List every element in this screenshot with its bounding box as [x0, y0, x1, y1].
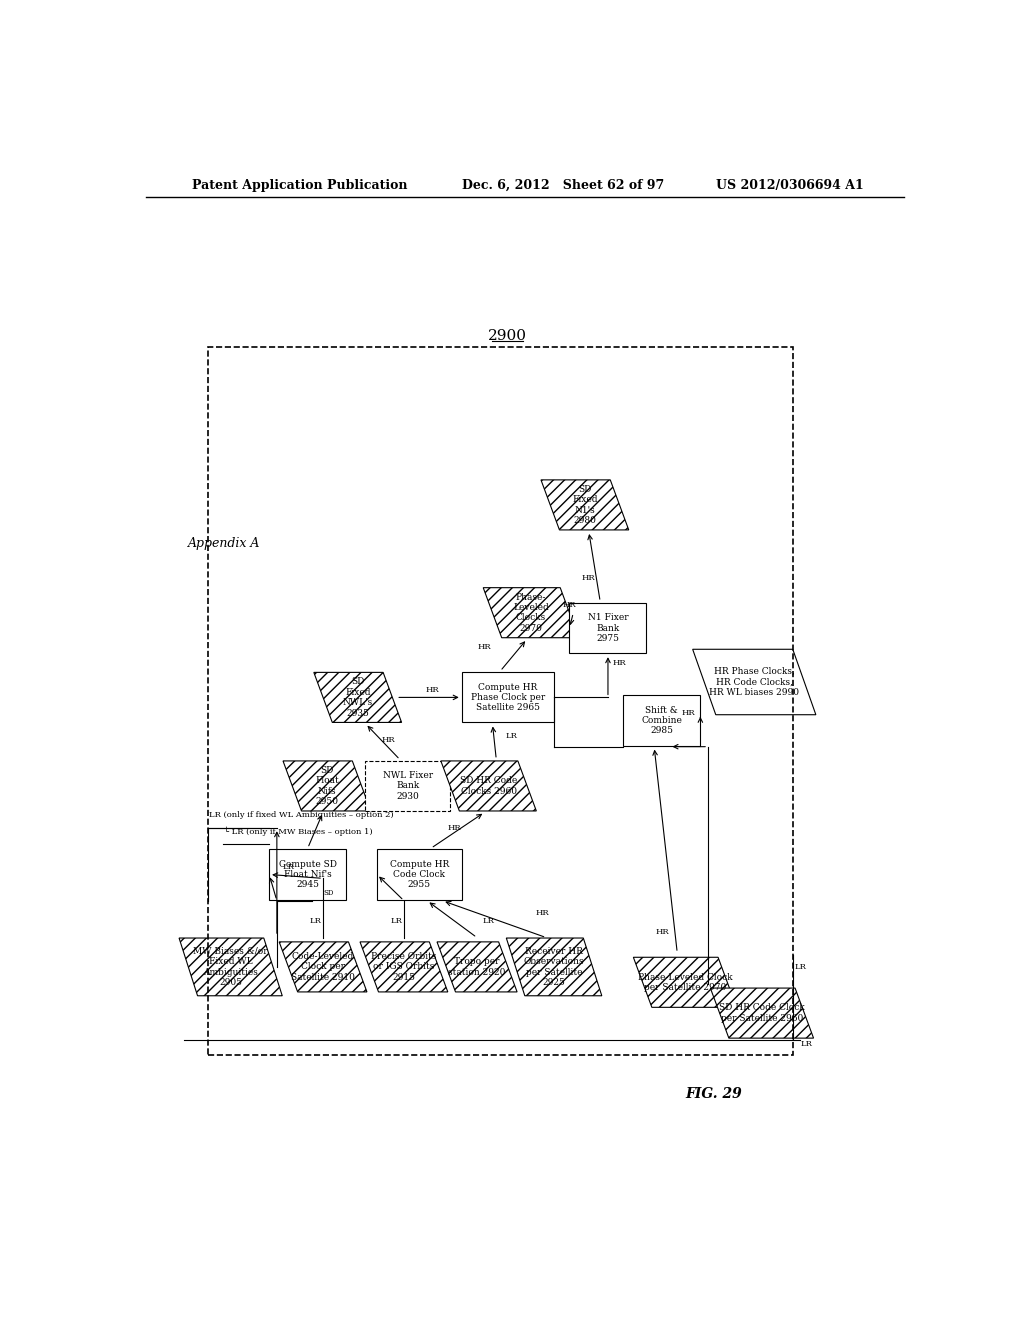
- Text: └ LR (only if MW Biases – option 1): └ LR (only if MW Biases – option 1): [224, 828, 373, 837]
- Text: Compute HR
Code Clock
2955: Compute HR Code Clock 2955: [390, 859, 449, 890]
- Text: 2900: 2900: [488, 329, 527, 342]
- Text: LR: LR: [309, 916, 322, 925]
- Polygon shape: [441, 760, 537, 810]
- Text: HR: HR: [582, 574, 596, 582]
- Text: Appendix A: Appendix A: [188, 537, 261, 550]
- Text: HR: HR: [536, 909, 549, 917]
- Text: US 2012/0306694 A1: US 2012/0306694 A1: [716, 178, 863, 191]
- Text: NWL Fixer
Bank
2930: NWL Fixer Bank 2930: [383, 771, 433, 801]
- Text: HR: HR: [562, 601, 577, 609]
- Bar: [462, 672, 554, 722]
- Text: Shift &
Combine
2985: Shift & Combine 2985: [641, 706, 682, 735]
- Text: SD
Fixed
N1's
2980: SD Fixed N1's 2980: [572, 484, 598, 525]
- Text: LR: LR: [390, 916, 402, 925]
- Bar: [208, 347, 793, 1056]
- Text: LR: LR: [283, 863, 294, 871]
- Text: SD: SD: [323, 888, 334, 896]
- Text: SD HR Code
Clocks 2960: SD HR Code Clocks 2960: [460, 776, 517, 796]
- Text: SD
Fixed
NWL's
2935: SD Fixed NWL's 2935: [343, 677, 373, 718]
- Polygon shape: [506, 939, 602, 995]
- Polygon shape: [437, 942, 517, 991]
- Text: HR: HR: [447, 824, 461, 833]
- Text: LR: LR: [482, 916, 495, 925]
- Text: N1 Fixer
Bank
2975: N1 Fixer Bank 2975: [588, 614, 629, 643]
- Bar: [377, 850, 462, 899]
- Text: LR: LR: [506, 731, 518, 741]
- Text: HR: HR: [612, 659, 627, 667]
- Text: HR: HR: [426, 685, 439, 694]
- Text: Phase-Leveled Clock
per Satellite 2970: Phase-Leveled Clock per Satellite 2970: [638, 973, 732, 993]
- Text: Receiver HR
Observations
per Satellite
2925: Receiver HR Observations per Satellite 2…: [523, 946, 585, 987]
- Text: HR: HR: [682, 709, 695, 717]
- Text: LR: LR: [801, 1040, 812, 1048]
- Bar: [624, 696, 700, 746]
- Text: Patent Application Publication: Patent Application Publication: [193, 178, 408, 191]
- Text: HR: HR: [382, 735, 395, 743]
- Text: FIG. 29: FIG. 29: [685, 1086, 741, 1101]
- Text: HR: HR: [478, 643, 492, 651]
- Bar: [269, 850, 346, 899]
- Text: Compute HR
Phase Clock per
Satellite 2965: Compute HR Phase Clock per Satellite 296…: [471, 682, 545, 713]
- Text: Phase-
Leveled
Clocks
2970: Phase- Leveled Clocks 2970: [513, 593, 549, 632]
- Polygon shape: [483, 587, 579, 638]
- Polygon shape: [360, 942, 447, 991]
- Polygon shape: [711, 989, 813, 1038]
- Bar: [366, 760, 451, 810]
- Text: Compute SD
Float Nif's
2945: Compute SD Float Nif's 2945: [279, 859, 337, 890]
- Text: MW Biases &/or
Fixed WL
Ambiguities
2905: MW Biases &/or Fixed WL Ambiguities 2905: [194, 946, 268, 987]
- Polygon shape: [179, 939, 283, 995]
- Polygon shape: [541, 480, 629, 529]
- Polygon shape: [692, 649, 816, 714]
- Text: Precise Orbits
or IGS Orbits
2915: Precise Orbits or IGS Orbits 2915: [371, 952, 436, 982]
- Text: Dec. 6, 2012   Sheet 62 of 97: Dec. 6, 2012 Sheet 62 of 97: [462, 178, 664, 191]
- Polygon shape: [634, 957, 736, 1007]
- Text: HR: HR: [655, 928, 669, 936]
- Text: Code-Leveled
Clock per
Satellite 2910: Code-Leveled Clock per Satellite 2910: [291, 952, 355, 982]
- Bar: [569, 603, 646, 653]
- Text: Tropo per
station 2920: Tropo per station 2920: [449, 957, 506, 977]
- Polygon shape: [313, 672, 401, 722]
- Polygon shape: [283, 760, 371, 810]
- Text: SD
Float
Nifs
2950: SD Float Nifs 2950: [315, 766, 339, 807]
- Polygon shape: [280, 942, 367, 991]
- Text: HR Phase Clocks,
HR Code Clocks,
HR WL biases 2990: HR Phase Clocks, HR Code Clocks, HR WL b…: [710, 667, 800, 697]
- Text: SD HR Code Clock
per Satellite 2960: SD HR Code Clock per Satellite 2960: [719, 1003, 805, 1023]
- Text: LR (only if fixed WL Ambiguities – option 2): LR (only if fixed WL Ambiguities – optio…: [209, 810, 393, 818]
- Text: LR: LR: [795, 962, 806, 972]
